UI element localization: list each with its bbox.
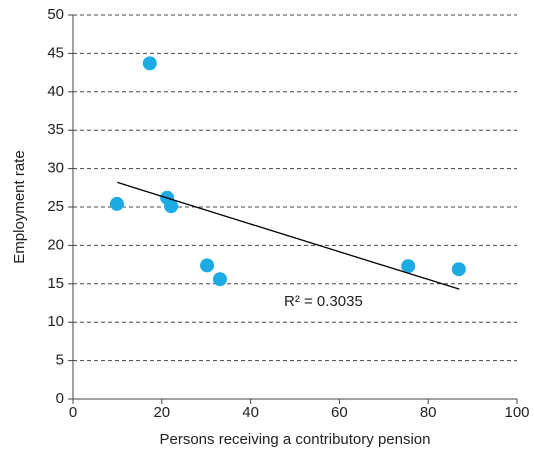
y-axis-title: Employment rate xyxy=(11,150,28,263)
y-tick-label: 5 xyxy=(56,352,64,369)
x-tick-label: 0 xyxy=(69,404,77,421)
point xyxy=(212,272,227,287)
y-tick-label: 20 xyxy=(47,236,64,253)
x-tick-label: 20 xyxy=(153,404,170,421)
y-tick-label: 35 xyxy=(47,121,64,138)
point xyxy=(401,259,416,274)
point xyxy=(142,56,157,71)
x-tick-label: 80 xyxy=(420,404,437,421)
annotation: R² = 0.3035 xyxy=(284,293,363,310)
y-tick-label: 0 xyxy=(56,390,64,407)
trendline xyxy=(117,181,460,290)
point xyxy=(200,258,215,273)
y-tick-label: 25 xyxy=(47,198,64,215)
y-tick-label: 30 xyxy=(47,160,64,177)
x-tick-label: 100 xyxy=(504,404,529,421)
y-tick-label: 50 xyxy=(47,6,64,23)
point xyxy=(164,199,179,214)
x-axis-title: Persons receiving a contributory pension xyxy=(160,431,431,448)
point xyxy=(109,196,124,211)
y-tick-label: 40 xyxy=(47,83,64,100)
y-tick-label: 10 xyxy=(47,313,64,330)
point xyxy=(451,262,466,277)
x-tick-label: 40 xyxy=(242,404,259,421)
x-tick-label: 60 xyxy=(331,404,348,421)
y-tick-label: 15 xyxy=(47,275,64,292)
y-tick-label: 45 xyxy=(47,44,64,61)
